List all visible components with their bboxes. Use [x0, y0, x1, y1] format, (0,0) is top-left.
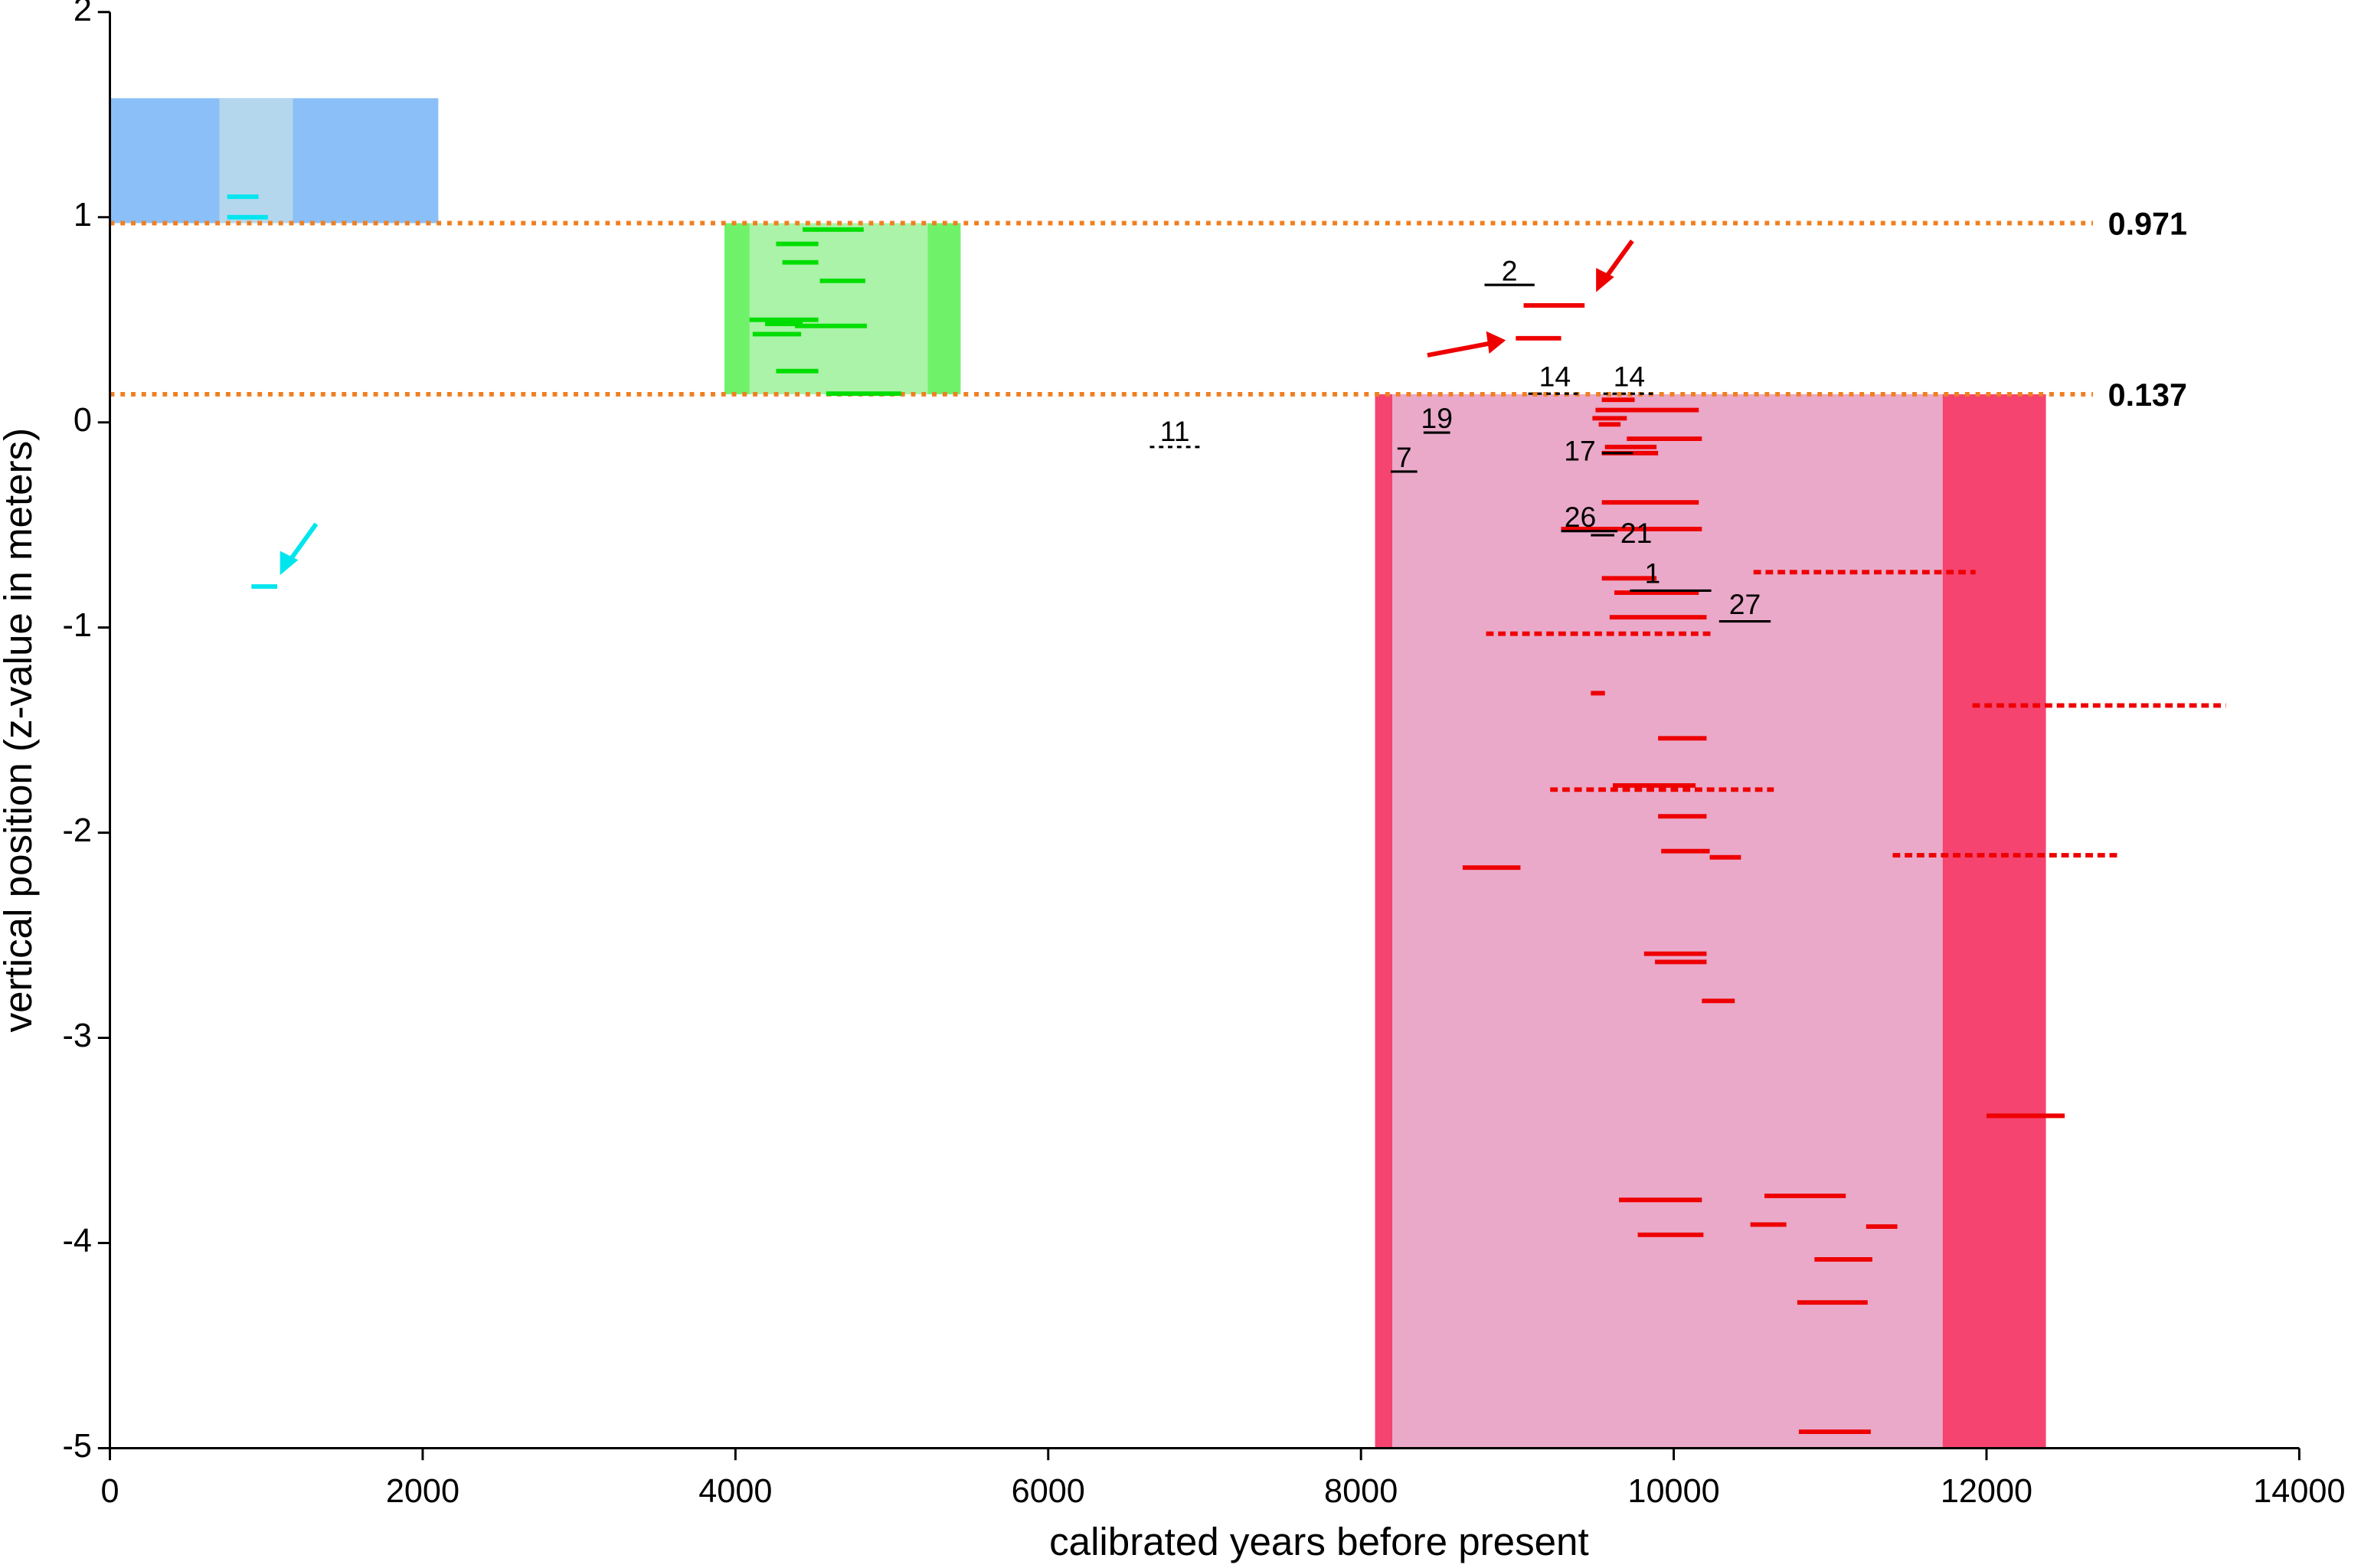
arrow: [1603, 239, 1634, 280]
reference-label: 0.971: [2108, 206, 2187, 241]
segment-label: 14: [1539, 360, 1571, 392]
x-tick-label: 0: [101, 1473, 119, 1510]
x-tick-label: 10000: [1627, 1473, 1719, 1510]
y-tick-label: -2: [62, 812, 91, 849]
arrow: [287, 522, 319, 564]
x-tick-label: 12000: [1941, 1473, 2032, 1510]
segment-label: 11: [1160, 415, 1190, 447]
region: [749, 223, 928, 394]
y-tick-label: 0: [74, 402, 92, 439]
x-axis-label: calibrated years before present: [1049, 1520, 1589, 1563]
segment-label: 21: [1620, 517, 1653, 549]
arrows: [280, 239, 1634, 576]
segment-label: 2: [1502, 254, 1518, 286]
x-tick-label: 14000: [2253, 1473, 2345, 1510]
segment-label: 27: [1729, 588, 1761, 620]
regions: [110, 98, 2046, 1449]
axes: -5 -4 -3 -2 -1 0 1 2 0 2000 4000 6000 8000 10000 12000…: [62, 0, 2345, 1510]
y-tick-label: 2: [74, 0, 92, 28]
y-tick-label: -3: [62, 1018, 91, 1054]
x-tick-label: 2000: [386, 1473, 459, 1510]
y-tick-label: -1: [62, 607, 91, 644]
y-tick-label: 1: [74, 197, 92, 234]
arrow-head: [1596, 267, 1614, 292]
segment-label: 19: [1421, 402, 1453, 434]
reference-label: 0.137: [2108, 377, 2187, 413]
x-tick-label: 6000: [1012, 1473, 1085, 1510]
region: [219, 98, 293, 224]
reference-lines: 0.971 0.137: [110, 206, 2187, 413]
y-tick-label: -5: [62, 1428, 91, 1465]
y-axis-label: vertical position (z-value in meters): [0, 428, 40, 1033]
x-tick-label: 8000: [1324, 1473, 1398, 1510]
region: [1392, 394, 1943, 1449]
arrow: [1427, 341, 1492, 358]
segment-label: 1: [1645, 557, 1661, 590]
arrow-head: [280, 550, 299, 576]
segment-label: 17: [1564, 435, 1596, 467]
segment-label: 7: [1396, 441, 1412, 473]
segment-label: 26: [1565, 501, 1597, 533]
x-tick-label: 4000: [698, 1473, 772, 1510]
y-tick-label: -4: [62, 1223, 91, 1259]
arrow-head: [1486, 331, 1506, 354]
segments: 2 19 7 17 26 21 1 27 11 14 14: [227, 194, 2226, 1434]
segment-label: 14: [1614, 360, 1646, 392]
